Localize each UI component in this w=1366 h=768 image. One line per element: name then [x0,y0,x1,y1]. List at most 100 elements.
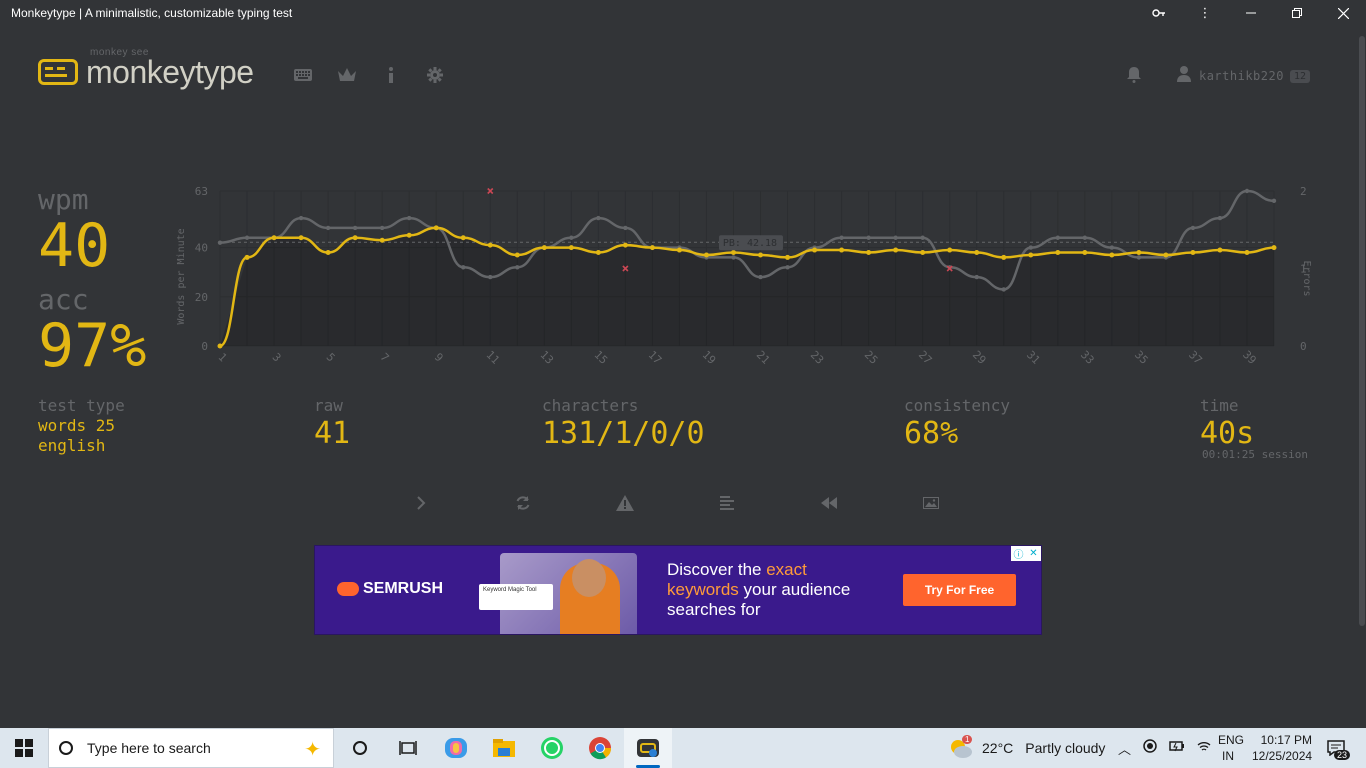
task-view-icon[interactable] [384,728,432,768]
taskbar-search[interactable]: Type here to search ✦ [48,728,334,768]
close-icon[interactable] [1320,0,1366,26]
y2-tick-label: 1 [1300,263,1307,276]
wpm-point [514,252,520,258]
wpm-point [406,232,412,238]
wpm-point [1028,252,1034,258]
x-tick-label: 25 [862,348,881,367]
wpm-point [730,250,736,256]
ad-info-icon[interactable]: ⓘ [1011,546,1026,561]
x-tick-label: 35 [1132,348,1151,367]
raw-point [866,235,871,240]
record-icon[interactable] [1143,739,1157,757]
wpm-point [1082,250,1088,256]
raw-series-line [219,189,1275,291]
x-tick-label: 13 [538,348,557,367]
x-tick-label: 5 [324,351,338,365]
weather-icon: 1 [948,735,974,761]
key-icon[interactable] [1136,0,1182,26]
search-placeholder: Type here to search [87,740,211,756]
clock[interactable]: 10:17 PM 12/25/2024 [1252,732,1312,764]
characters-label: characters [542,396,639,415]
battery-icon[interactable] [1169,740,1185,756]
words-history-icon[interactable] [716,490,738,516]
x-tick-label: 37 [1186,348,1205,367]
raw-point [1001,287,1006,292]
advertisement-banner[interactable]: SEMRUSH Keyword Magic Tool Discover the … [314,545,1042,635]
wpm-point [812,247,818,253]
minimize-icon[interactable] [1228,0,1274,26]
ad-card: Keyword Magic Tool [479,584,553,610]
raw-point [488,274,493,280]
start-button[interactable] [0,728,48,768]
restore-icon[interactable] [1274,0,1320,26]
wpm-point [352,235,358,241]
test-type-label: test type [38,396,125,415]
keyboard-icon[interactable] [292,64,314,86]
x-tick-label: 7 [378,351,392,365]
raw-point [1136,255,1142,260]
notifications-icon[interactable] [1126,67,1145,85]
gear-icon[interactable] [424,64,446,86]
raw-point [974,274,979,280]
cortana-icon[interactable] [336,728,384,768]
report-icon[interactable] [614,490,636,516]
characters-stat: characters 131/1/0/0 [542,396,705,452]
raw-point [920,235,925,240]
wpm-point [217,343,223,349]
wpm-point [703,252,709,258]
chevron-up-icon[interactable]: ︿ [1118,742,1132,758]
notification-center-icon[interactable]: 23 [1322,736,1350,760]
acc-stat: acc 97% [38,286,146,379]
wpm-point [487,242,493,248]
wpm-point [947,247,953,253]
language-region: IN [1222,749,1234,763]
wpm-stat: wpm 40 [38,186,110,279]
info-icon[interactable] [380,64,402,86]
y-axis-title: Words per Minute [176,228,187,324]
window-titlebar: Monkeytype | A minimalistic, customizabl… [0,0,1366,26]
wpm-point [1190,250,1196,256]
logo-text: monkeytype [86,54,254,90]
raw-label: raw [314,396,343,415]
raw-value: 41 [314,416,351,451]
x-tick-label: 33 [1078,348,1097,367]
x-tick-label: 39 [1240,348,1259,367]
monkeytype-app-icon[interactable] [624,728,672,768]
y2-axis-title: Errors [1301,260,1312,296]
screenshot-icon[interactable] [920,490,942,516]
ad-cta-button[interactable]: Try For Free [903,574,1016,606]
ad-headline: Discover the exact keywords your audienc… [667,560,850,620]
file-explorer-icon[interactable] [480,728,528,768]
wpm-point [785,254,791,260]
wpm-point [298,235,304,241]
ad-headline-1-highlight: exact [766,560,807,579]
ad-close-icon[interactable]: ✕ [1026,546,1041,561]
page-scrollbar[interactable] [1358,26,1366,728]
next-test-icon[interactable] [410,490,432,516]
x-tick-label: 27 [916,348,935,367]
more-icon[interactable]: ⋮ [1198,5,1212,21]
x-tick-label: 1 [216,351,230,365]
username[interactable]: karthikb220 [1198,69,1284,83]
copilot-spark-icon: ✦ [304,737,321,761]
copilot-icon[interactable] [432,728,480,768]
chrome-icon[interactable] [576,728,624,768]
y-tick-label: 63 [195,185,208,198]
weather-widget[interactable]: 1 22°C Partly cloudy [948,728,1105,768]
replay-icon[interactable] [818,490,840,516]
restart-icon[interactable] [512,490,534,516]
whatsapp-icon[interactable] [528,728,576,768]
raw-point [1109,245,1115,250]
wpm-point [649,245,655,251]
user-icon[interactable] [1176,66,1191,86]
notification-count: 23 [1333,750,1350,760]
raw-point [352,225,358,231]
ad-headline-3: searches for [667,600,761,619]
crown-icon[interactable] [336,64,358,86]
scrollbar-thumb[interactable] [1359,36,1365,626]
language-indicator[interactable]: ENG IN [1218,732,1244,764]
wifi-icon[interactable] [1197,740,1211,756]
wpm-point [1244,250,1250,256]
logo[interactable]: monkey see monkeytype [38,47,254,92]
